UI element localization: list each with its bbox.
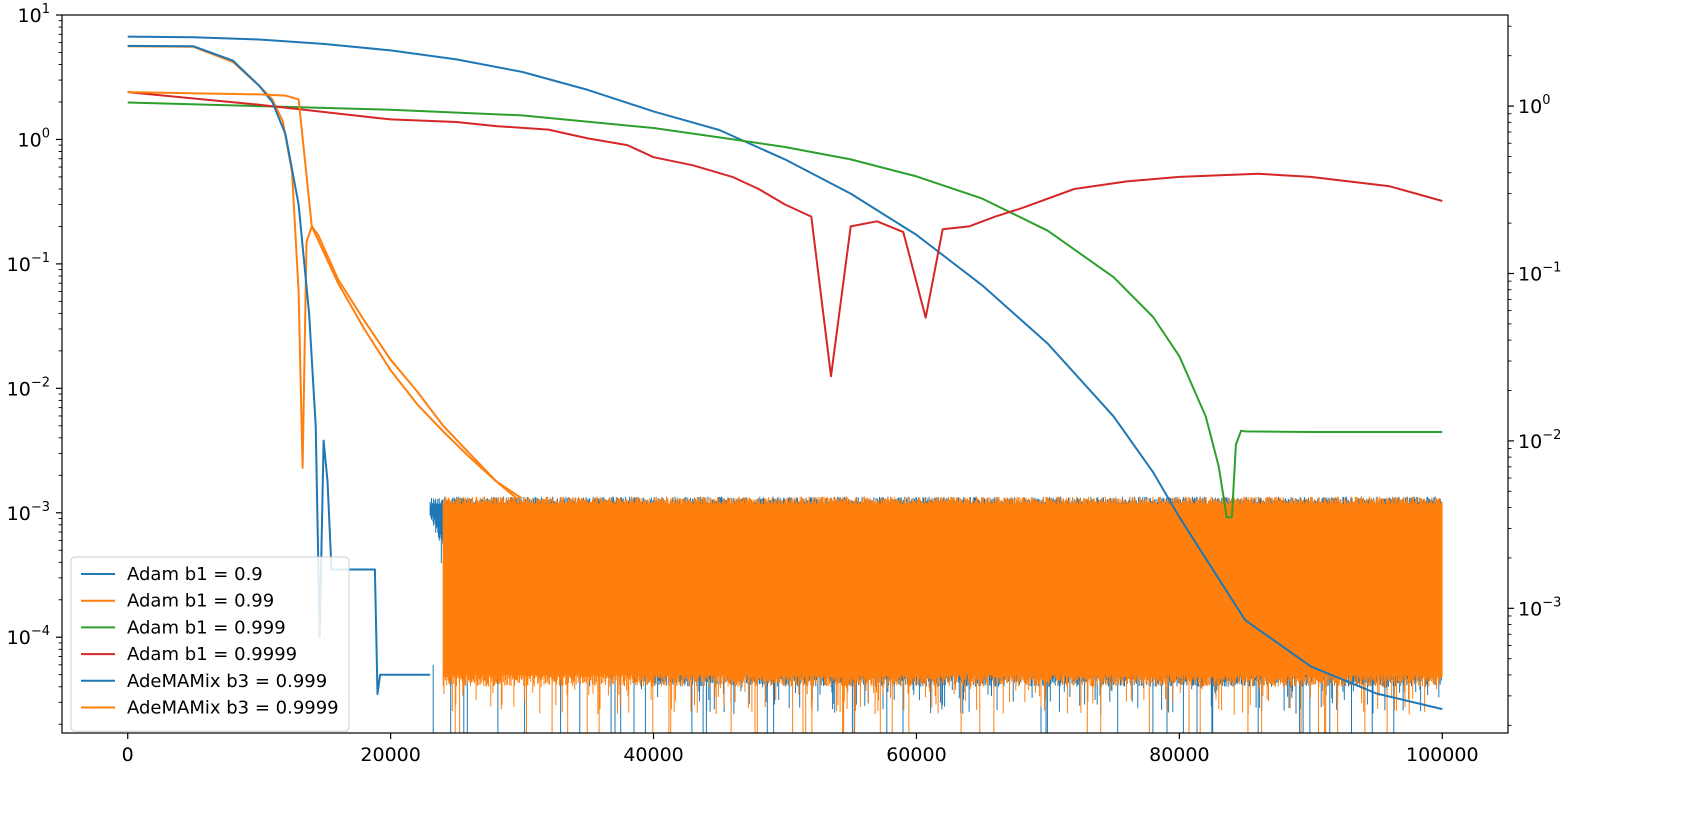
y-tick-label: 10−3 xyxy=(7,500,50,525)
legend-label: Adam b1 = 0.9 xyxy=(127,564,263,585)
y-tick-label: 10−3 xyxy=(1518,595,1561,620)
legend-label: Adam b1 = 0.9999 xyxy=(127,644,297,665)
y-tick-label: 10−4 xyxy=(7,624,50,649)
series-line-2 xyxy=(127,101,1443,519)
noise-band xyxy=(442,496,1443,733)
legend-label: Adam b1 = 0.999 xyxy=(127,617,286,638)
legend-label: Adam b1 = 0.99 xyxy=(127,591,274,612)
x-axis: 0 20000 40000 60000 80000 100000 xyxy=(122,733,1479,766)
y-tick-label: 10−1 xyxy=(1518,260,1561,285)
series-line-0 xyxy=(127,35,1443,711)
legend-label: AdeMAMix b3 = 0.9999 xyxy=(127,698,339,719)
noise-band-path xyxy=(442,496,1443,733)
y-tick-label: 10−2 xyxy=(7,375,50,400)
y-tick-label: 10−1 xyxy=(7,251,50,276)
y-axis-right: 10−3 10−2 10−1 100 xyxy=(1508,25,1561,726)
y-tick-label: 100 xyxy=(18,126,50,151)
series-line-1 xyxy=(127,45,549,509)
noise-bands xyxy=(429,496,1443,733)
plot-frame xyxy=(61,14,1509,734)
series-lines xyxy=(127,35,1443,711)
y-axis-left: 10−4 10−3 10−2 10−1 100 101 xyxy=(7,2,62,725)
x-tick-label: 20000 xyxy=(360,744,420,766)
x-tick-label: 80000 xyxy=(1149,744,1209,766)
legend-box xyxy=(70,556,350,732)
series-line-3 xyxy=(127,91,1443,378)
x-tick-label: 100000 xyxy=(1406,744,1479,766)
y-tick-label: 100 xyxy=(1518,93,1550,118)
legend: Adam b1 = 0.9 Adam b1 = 0.99 Adam b1 = 0.9… xyxy=(70,556,350,732)
x-tick-label: 60000 xyxy=(886,744,946,766)
series-line-5 xyxy=(127,91,523,500)
x-tick-label: 0 xyxy=(122,744,134,766)
legend-label: AdeMAMix b3 = 0.999 xyxy=(127,671,327,692)
x-tick-label: 40000 xyxy=(623,744,683,766)
y-tick-label: 10−2 xyxy=(1518,428,1561,453)
y-tick-label: 101 xyxy=(18,2,50,27)
